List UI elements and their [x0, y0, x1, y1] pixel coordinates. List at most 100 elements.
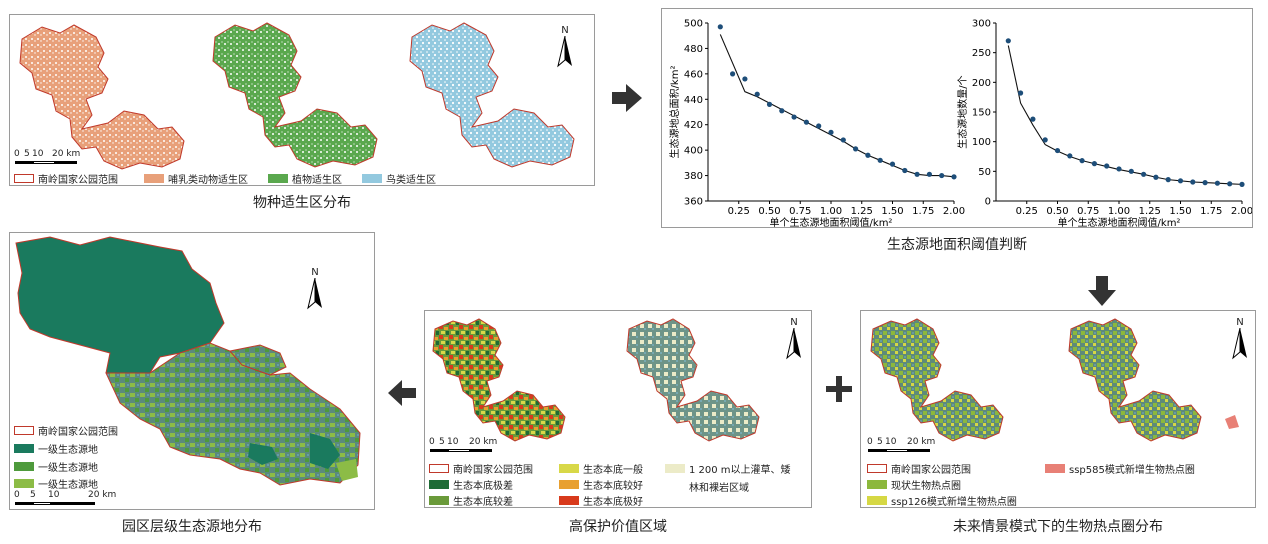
scale-bar: 0 5 10 20 km: [14, 490, 134, 510]
data-point: [1104, 163, 1110, 169]
x-tick-label: 1.50: [881, 206, 903, 217]
data-point: [1190, 179, 1196, 185]
legend-boundary: 南岭国家公园范围: [14, 423, 118, 438]
data-point: [1202, 180, 1208, 186]
legend-eco-bad-extreme: 生态本底极差: [429, 477, 513, 492]
species-maps: [19, 22, 575, 170]
y-tick-label: 400: [684, 146, 703, 157]
y-tick-label: 380: [684, 171, 703, 182]
x-axis-label: 单个生态源地面积阈值/km²: [1058, 216, 1181, 227]
y-tick-label: 250: [972, 48, 991, 59]
data-point: [1214, 180, 1220, 186]
x-tick-label: 1.25: [851, 206, 873, 217]
data-point: [779, 108, 785, 114]
data-point: [1177, 178, 1184, 184]
legend-eco-good: 生态本底较好: [559, 477, 643, 492]
data-point: [766, 101, 773, 107]
park-panel: N 南岭国家公园范围 一级生态源地 一级生态源地 一级生态源地 0 5 10 2…: [9, 232, 375, 510]
data-point: [1153, 174, 1159, 180]
arrow-left-icon: [388, 380, 416, 406]
x-axis-label: 单个生态源地面积阈值/km²: [770, 216, 893, 227]
data-point: [939, 172, 945, 179]
x-tick-label: 0.50: [758, 206, 780, 217]
data-point: [742, 76, 748, 82]
legend-eco-bad: 生态本底较差: [429, 493, 513, 508]
park-caption: 园区层级生态源地分布: [122, 519, 262, 535]
x-tick-label: 0.25: [728, 206, 750, 217]
series-line: [719, 34, 955, 178]
legend-ssp126: ssp126模式新增生物热点圈: [867, 493, 1017, 508]
data-point: [1030, 116, 1036, 122]
arrow-right-icon: [612, 84, 642, 112]
x-tick-label: 0.75: [1077, 206, 1099, 217]
protect-panel: N 0 5 10 20 km 南岭国家公园范围 生态本底一般 1 200 m以上…: [424, 310, 812, 508]
data-point: [1079, 158, 1085, 164]
data-point: [865, 152, 871, 158]
legend-shrub: 1 200 m以上灌草、矮: [665, 461, 791, 476]
north-arrow-icon: N: [552, 25, 578, 71]
x-tick-label: 0.50: [1046, 206, 1068, 217]
legend-level-1: 一级生态源地: [14, 441, 98, 456]
plant-map: [212, 22, 378, 168]
data-point: [840, 137, 846, 143]
legend-eco-good-extreme: 生态本底极好: [559, 493, 643, 508]
y-tick-label: 300: [972, 19, 991, 30]
data-point: [717, 24, 723, 30]
data-point: [1141, 171, 1147, 177]
mammal-map: [19, 24, 185, 170]
data-point: [951, 174, 957, 180]
legend-ssp585: ssp585模式新增生物热点圈: [1045, 461, 1195, 476]
data-point: [1054, 147, 1061, 154]
y-tick-label: 200: [972, 78, 991, 89]
y-tick-label: 460: [684, 69, 703, 80]
threshold-panel: 360 380 400 420 440 460 480 500 0.25 0.50 0.75 1.00…: [661, 8, 1253, 228]
data-point: [1165, 177, 1171, 183]
data-point: [803, 119, 809, 125]
future-maps: [870, 318, 1239, 442]
y-tick-label: 0: [985, 197, 991, 208]
species-caption: 物种适生区分布: [253, 195, 351, 211]
y-tick-label: 360: [684, 197, 703, 208]
x-tick-label: 1.50: [1169, 206, 1191, 217]
x-tick-label: 0.75: [789, 206, 811, 217]
y-tick-label: 420: [684, 120, 703, 131]
data-point: [1239, 181, 1245, 187]
species-panel: N 0 5 10 20 km 南岭国家公园范围 哺乳类动物适生区 植物适生区 鸟…: [9, 14, 595, 186]
data-point: [1042, 137, 1048, 143]
x-tick-label: 1.25: [1139, 206, 1161, 217]
future-hotspot-map: [1068, 318, 1239, 442]
legend-boundary: 南岭国家公园范围: [429, 461, 533, 476]
legend-current-hotspot: 现状生物热点圈: [867, 477, 961, 492]
eco-base-map: [432, 318, 566, 442]
data-point: [1005, 38, 1011, 44]
scale-bar: 0 5 10 20 km: [14, 149, 94, 169]
data-point: [1227, 181, 1233, 187]
y-tick-label: 500: [684, 19, 703, 30]
protect-caption: 高保护价值区域: [569, 519, 667, 535]
y-tick-label: 100: [972, 137, 991, 148]
x-tick-label: 1.75: [1200, 206, 1222, 217]
data-point: [914, 171, 920, 177]
data-point: [877, 157, 883, 163]
legend-level-2: 一级生态源地: [14, 459, 98, 474]
legend-plant: 植物适生区: [268, 171, 342, 186]
x-tick-label: 2.00: [1231, 206, 1252, 217]
y-axis-label: 生态源地总面积/km²: [668, 66, 681, 159]
y-tick-label: 440: [684, 95, 703, 106]
scale-bar: 0 5 10 20 km: [429, 437, 509, 457]
north-arrow-icon: N: [302, 267, 328, 313]
data-point: [853, 146, 859, 152]
scale-bar: 0 5 10 20 km: [867, 437, 947, 457]
legend-bird: 鸟类适生区: [362, 171, 436, 186]
legend-boundary: 南岭国家公园范围: [14, 171, 118, 186]
data-point: [889, 161, 896, 167]
data-point: [1128, 168, 1134, 174]
north-arrow-icon: N: [781, 317, 807, 363]
data-point: [902, 167, 908, 174]
data-point: [1116, 166, 1122, 172]
data-point: [1091, 161, 1097, 167]
data-point: [730, 71, 736, 77]
legend-eco-normal: 生态本底一般: [559, 461, 643, 476]
legend-shrub-cont: 林和裸岩区域: [689, 483, 749, 494]
